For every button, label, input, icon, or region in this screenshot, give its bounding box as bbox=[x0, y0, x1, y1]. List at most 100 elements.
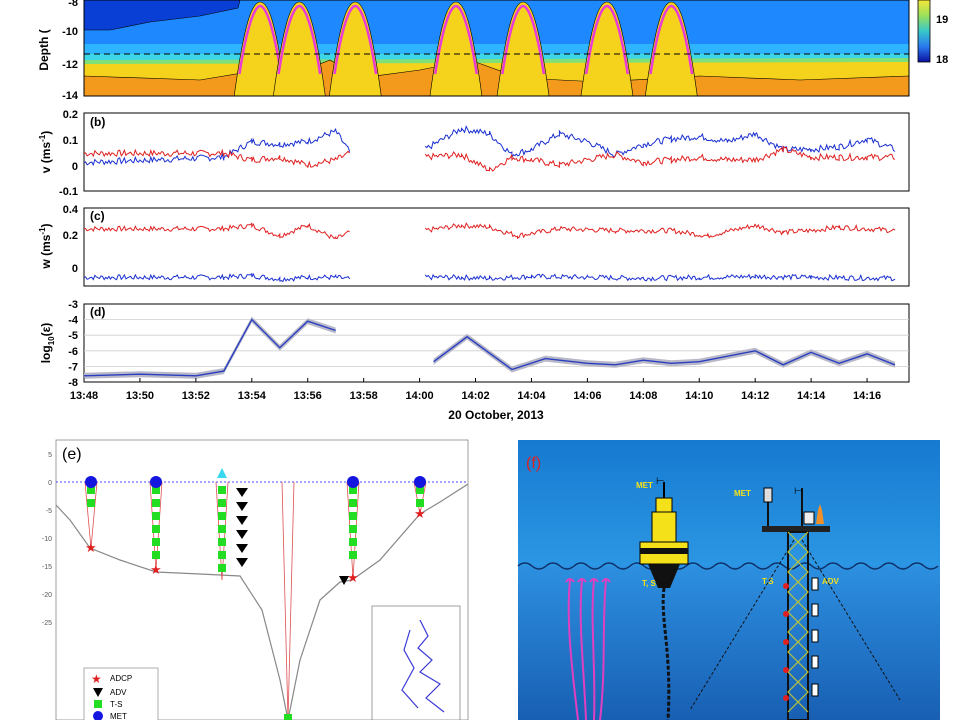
ts-sensor-3-7 bbox=[218, 564, 226, 572]
panel-f-label: (f) bbox=[526, 455, 541, 472]
panel-f-water bbox=[518, 566, 940, 720]
panel-a-ytick-3: -12 bbox=[62, 59, 78, 71]
panel-e-ytick-3: -5 bbox=[46, 508, 52, 515]
x-tick-label-2: 13:50 bbox=[126, 390, 154, 402]
panel-b-label: (b) bbox=[90, 115, 105, 129]
tower-met-label: MET bbox=[734, 489, 751, 498]
mooring-line-b-1 bbox=[90, 481, 98, 549]
panel-d-ylabel-sub: 10 bbox=[47, 336, 56, 345]
ts-sensor-2-4 bbox=[152, 525, 160, 533]
tower-platform bbox=[762, 526, 830, 532]
heatmap-peak-contour-6 bbox=[584, 4, 630, 75]
svg-text:log10(ε): log10(ε) bbox=[39, 323, 56, 364]
adcp-sensor-5: ★ bbox=[347, 570, 359, 585]
adcp-sensor-1: ★ bbox=[85, 540, 97, 555]
tower-met-sensor bbox=[763, 487, 773, 503]
ts-sensor-3-4 bbox=[218, 525, 226, 533]
panel-d-frame bbox=[83, 303, 910, 383]
x-tick-label-12: 14:10 bbox=[685, 390, 713, 402]
tower-ts-label: T,S bbox=[762, 577, 774, 586]
ts-sensor-3-1 bbox=[218, 486, 226, 494]
panel-c-ylabel-close: ) bbox=[39, 223, 53, 227]
heatmap-peak-5 bbox=[496, 1, 550, 96]
heatmap-peak-7 bbox=[644, 1, 698, 96]
panel-b-ytick-2: 0.1 bbox=[63, 135, 78, 147]
legend-ts-icon bbox=[94, 700, 102, 708]
met-sensor-6 bbox=[414, 476, 426, 488]
panel-c-ylabel-text: w (ms bbox=[39, 234, 53, 269]
met-sensor-5 bbox=[347, 476, 359, 488]
panel-c-ytick-2: 0.2 bbox=[63, 230, 78, 242]
buoy-tower bbox=[651, 511, 677, 543]
x-tick-label-10: 14:06 bbox=[573, 390, 601, 402]
heatmap-peak-1 bbox=[233, 1, 287, 96]
panel-e-ytick-1: 5 bbox=[48, 452, 52, 459]
water-surface-waves bbox=[517, 562, 939, 570]
mooring-line-4 bbox=[281, 481, 289, 720]
panel-e-ytick-6: -20 bbox=[42, 592, 52, 599]
inset-map bbox=[371, 605, 461, 720]
panel-a-ylabel: Depth ( bbox=[37, 29, 51, 70]
adv-sensor-2 bbox=[236, 502, 248, 511]
ts-sensor-3-3 bbox=[218, 512, 226, 520]
inset-coastline bbox=[401, 619, 445, 713]
panel-e-label: (e) bbox=[62, 446, 82, 463]
legend-adcp-label: ADCP bbox=[110, 674, 132, 683]
mooring-line-1 bbox=[84, 481, 92, 549]
met-sensor-2 bbox=[150, 476, 162, 488]
panel-b-ytick-3: 0 bbox=[72, 161, 78, 173]
panel-c-series-2 bbox=[83, 272, 896, 283]
panel-b-frame bbox=[83, 112, 910, 192]
panel-c-series-1 bbox=[83, 222, 896, 240]
ts-sensor-5-3 bbox=[349, 512, 357, 520]
adv-sensor-1 bbox=[236, 488, 248, 497]
panel-c-ylabel-exp: -1 bbox=[38, 227, 47, 235]
x-axis-title: 20 October, 2013 bbox=[448, 408, 544, 422]
ts-sensor-2-2 bbox=[152, 499, 160, 507]
panel-f-sky bbox=[518, 440, 940, 568]
panel-d-ylabel: log10(ε) bbox=[39, 323, 56, 364]
tower-light-icon bbox=[816, 504, 824, 524]
legend-met-label: MET bbox=[110, 712, 127, 720]
ts-sensor-3-6 bbox=[218, 551, 226, 559]
anemometer-icon: ⊢ bbox=[656, 476, 665, 487]
panel-c-frame bbox=[83, 207, 910, 287]
ts-sensor-5-4 bbox=[349, 525, 357, 533]
heatmap-peak-4 bbox=[429, 1, 483, 96]
panel-c-ytick-1: 0.4 bbox=[63, 204, 79, 216]
ts-sensor-2-6 bbox=[152, 551, 160, 559]
ts-sensor-3-5 bbox=[218, 538, 226, 546]
legend-met: MET bbox=[93, 711, 127, 720]
ts-sensor-5-6 bbox=[349, 551, 357, 559]
panel-e-legend: ★ ADCP ADV T-S MET bbox=[83, 667, 159, 720]
panel-b-series-1 bbox=[83, 125, 896, 167]
x-tick-label-6: 13:58 bbox=[350, 390, 378, 402]
panel-d-ytick-2: -4 bbox=[68, 315, 79, 327]
panel-e-ytick-4: -10 bbox=[42, 536, 52, 543]
panel-d-ytick-6: -8 bbox=[68, 377, 78, 389]
panel-e-ytick-7: -25 bbox=[42, 620, 52, 627]
heatmap-peak-contour-1 bbox=[238, 4, 283, 75]
moorings: ★ ★ ★ ★ bbox=[84, 468, 427, 720]
cyan-marker-icon bbox=[217, 468, 227, 478]
x-tick-label-15: 14:16 bbox=[853, 390, 881, 402]
heatmap-peaks bbox=[233, 1, 698, 96]
ts-sensor-2-1 bbox=[152, 486, 160, 494]
x-tick-label-5: 13:56 bbox=[294, 390, 322, 402]
ts-sensor-2-3 bbox=[152, 512, 160, 520]
panel-a-ytick-2: -10 bbox=[62, 26, 78, 38]
heatmap-peak-contour-3 bbox=[333, 4, 378, 75]
x-tick-label-13: 14:12 bbox=[741, 390, 769, 402]
panel-d-ytick-3: -5 bbox=[68, 330, 78, 342]
panel-e-plot: ★ ★ ★ ★ bbox=[56, 468, 468, 720]
x-tick-label-8: 14:02 bbox=[461, 390, 489, 402]
legend-adcp: ★ ADCP bbox=[91, 672, 132, 686]
panel-b-plot bbox=[83, 125, 896, 172]
deep-ts-sensor bbox=[284, 714, 292, 720]
heatmap-peak-3 bbox=[328, 1, 382, 96]
mooring-chain bbox=[661, 587, 671, 720]
ts-sensor-6-2 bbox=[416, 499, 424, 507]
heatmap-peak-contour-5 bbox=[501, 4, 546, 75]
legend-adv-label: ADV bbox=[110, 688, 127, 697]
